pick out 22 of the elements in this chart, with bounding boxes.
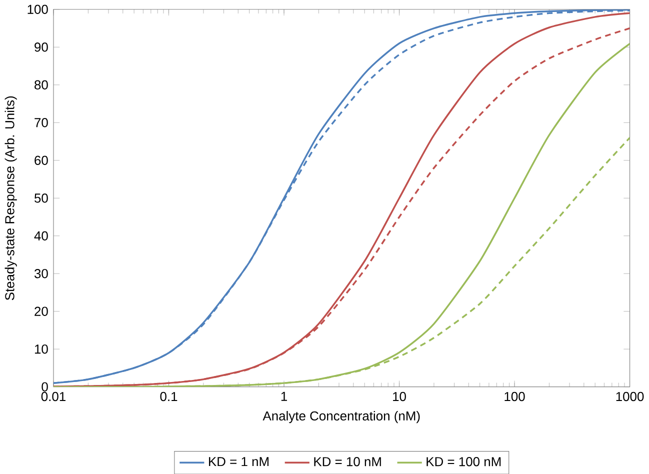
x-tick-label: 10 bbox=[393, 392, 406, 401]
y-tick-label: 20 bbox=[34, 306, 48, 316]
x-tick-label: 0.01 bbox=[41, 392, 66, 401]
x-tick-label: 0.1 bbox=[160, 392, 178, 401]
legend-label: KD = 100 nM bbox=[426, 456, 501, 466]
y-tick-label: 50 bbox=[34, 193, 48, 203]
legend-label: KD = 1 nM bbox=[209, 456, 268, 466]
y-tick-label: 10 bbox=[34, 344, 48, 354]
y-tick-label: 70 bbox=[34, 118, 48, 128]
y-tick-label: 80 bbox=[34, 80, 48, 90]
legend-label: KD = 10 nM bbox=[314, 456, 381, 466]
x-tick-label: 1 bbox=[281, 392, 287, 401]
x-tick-label: 100 bbox=[504, 392, 525, 401]
y-tick-label: 40 bbox=[34, 231, 48, 240]
y-tick-label: 30 bbox=[34, 268, 48, 278]
y-tick-label: 60 bbox=[34, 156, 48, 165]
y-tick-label: 90 bbox=[34, 42, 48, 52]
x-axis-title: Analyte Concentration (nM) bbox=[262, 410, 420, 423]
y-axis-title: Steady-state Response (Arb. Units) bbox=[4, 96, 17, 300]
y-tick-label: 0 bbox=[42, 382, 48, 392]
y-tick-label: 100 bbox=[28, 4, 48, 14]
x-tick-label: 1000 bbox=[616, 392, 644, 401]
